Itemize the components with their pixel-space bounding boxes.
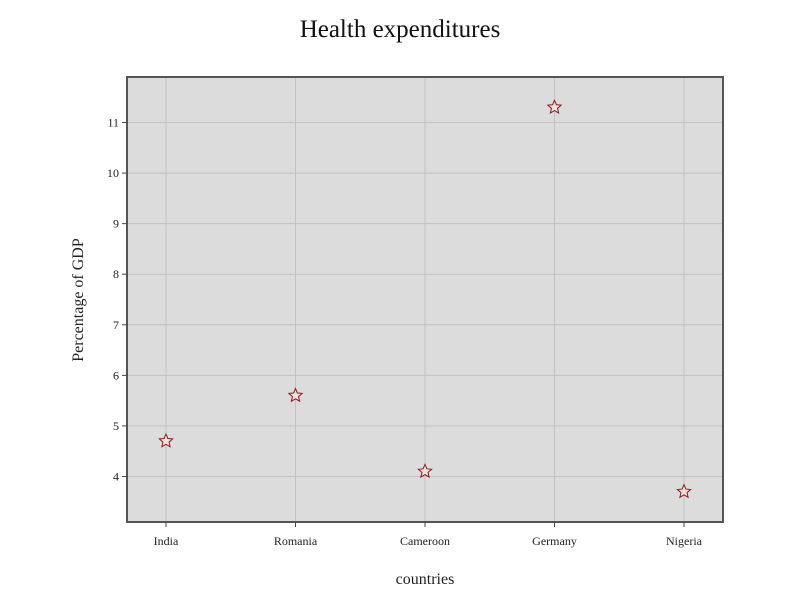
y-tick-label: 5 <box>113 419 119 433</box>
y-axis: 4 5 6 7 8 9 10 11 <box>107 116 127 483</box>
x-axis-title: countries <box>396 571 455 588</box>
y-tick-label: 4 <box>113 469 119 483</box>
x-tick-label: Nigeria <box>666 534 703 548</box>
data-point-star <box>676 483 692 499</box>
chart-title: Health expenditures <box>299 16 501 43</box>
y-axis-title: Percentage of GDP <box>70 238 87 362</box>
y-tick-label: 10 <box>107 166 119 180</box>
x-tick-label: India <box>154 534 179 548</box>
y-tick-label: 6 <box>113 368 119 382</box>
y-tick-label: 11 <box>107 116 119 130</box>
x-tick-label: Cameroon <box>400 534 450 548</box>
x-axis: India Romania Cameroon Germany Nigeria <box>154 522 703 548</box>
y-tick-label: 8 <box>113 267 119 281</box>
x-tick-label: Germany <box>532 534 577 548</box>
data-point-star <box>417 463 433 479</box>
data-point-star <box>546 99 563 115</box>
y-tick-label: 9 <box>113 217 119 231</box>
x-tick-label: Romania <box>274 534 318 548</box>
data-point-star <box>287 387 304 403</box>
y-tick-label: 7 <box>113 318 119 332</box>
gridlines <box>127 77 723 522</box>
data-point-star <box>158 432 174 448</box>
data-points <box>158 99 692 499</box>
